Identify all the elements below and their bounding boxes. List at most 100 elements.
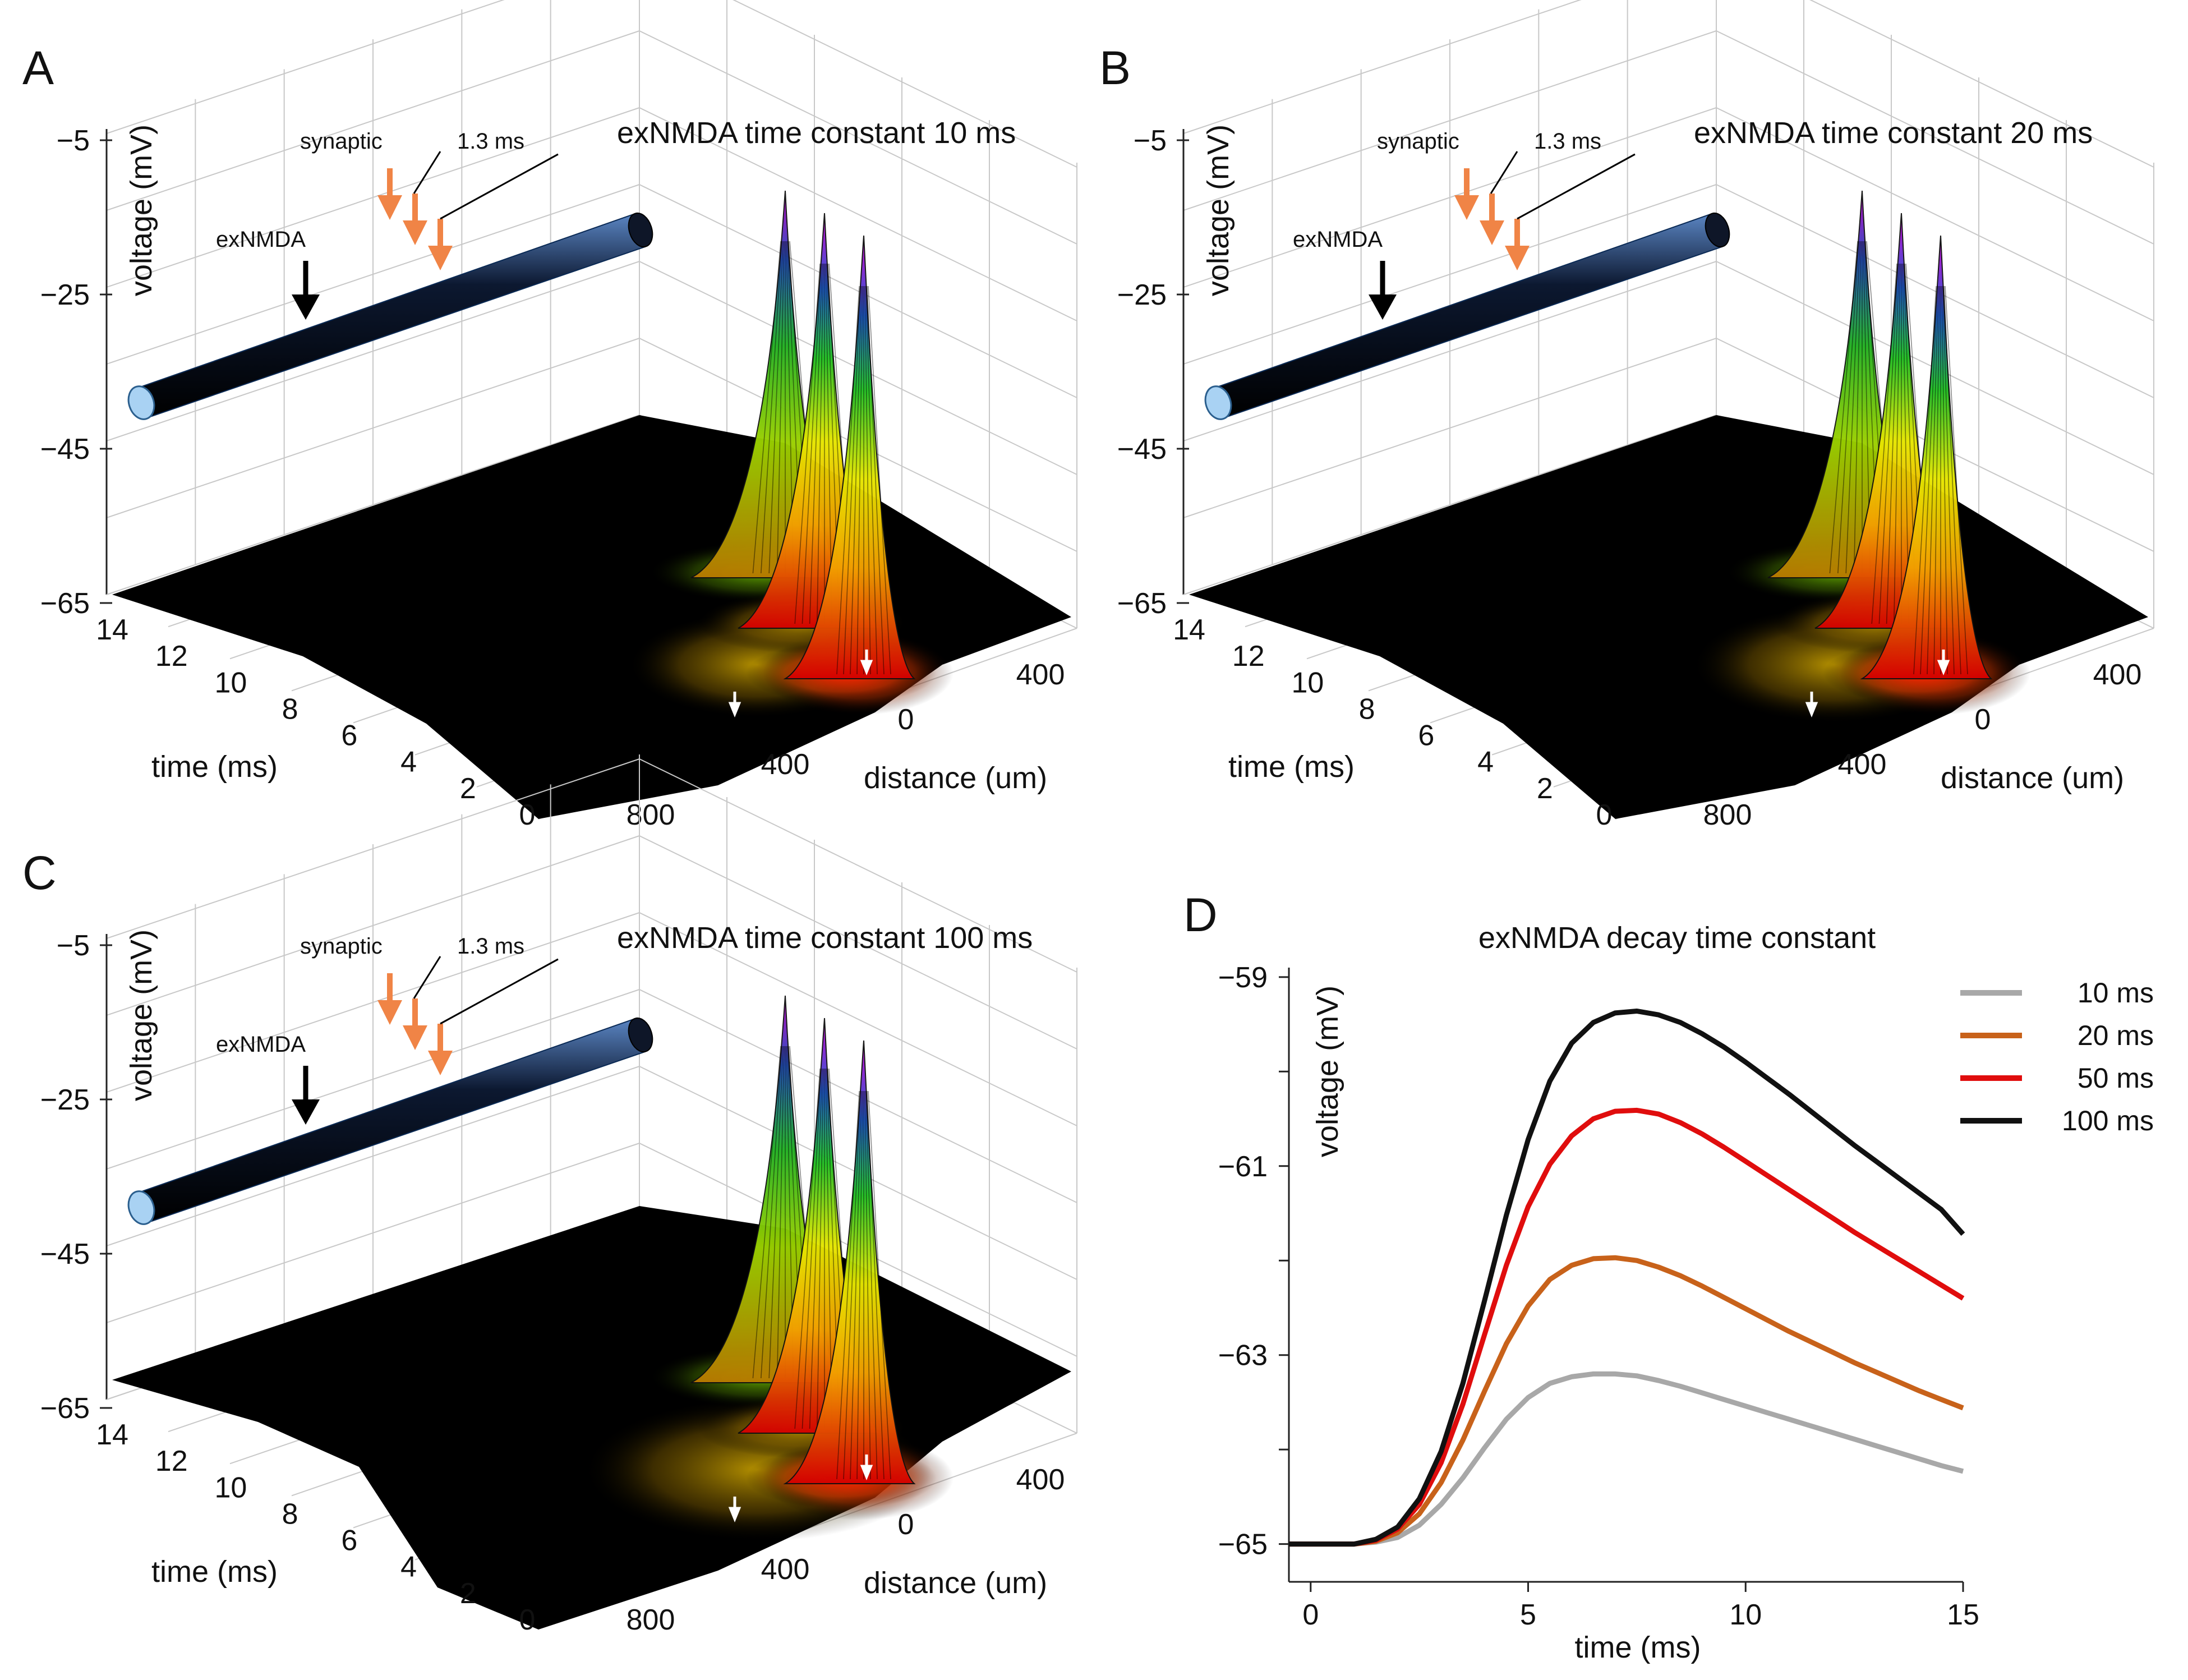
synaptic-label: synaptic — [1377, 129, 1459, 154]
distance-tick: 800 — [1703, 799, 1752, 831]
distance-tick: 0 — [1975, 703, 1991, 736]
voltage-tick: −5 — [1134, 125, 1167, 157]
voltage-axis-label: voltage (mV) — [125, 929, 158, 1101]
chart-d-ylabel: voltage (mV) — [1311, 986, 1344, 1157]
time-tick: 6 — [341, 1525, 357, 1557]
distance-tick: 0 — [898, 703, 914, 736]
distance-axis-label: distance (um) — [864, 1566, 1047, 1600]
back-wall-left — [106, 754, 640, 1400]
cylinder-end-cap — [127, 1190, 155, 1225]
distance-tick: 400 — [1016, 659, 1065, 691]
voltage-tick: −5 — [57, 125, 90, 157]
time-tick: 14 — [96, 1419, 128, 1451]
time-tick: 14 — [96, 614, 128, 646]
time-tick: 6 — [341, 720, 357, 752]
voltage-tick: −65 — [40, 1392, 90, 1425]
time-tick: 10 — [215, 666, 247, 699]
voltage-tick: −65 — [40, 587, 90, 620]
chart-d-title: exNMDA decay time constant — [1478, 921, 1876, 955]
time-tick: 2 — [1537, 772, 1553, 805]
distance-tick: 400 — [1838, 748, 1887, 781]
exnmda-label: exNMDA — [216, 227, 306, 252]
chart-d-axes: 0 5 10 15 −59 −61 −63 −65 — [1218, 961, 1979, 1631]
delay-label: 1.3 ms — [457, 934, 524, 959]
time-axis-label: time (ms) — [151, 1555, 278, 1589]
voltage-axis-label: voltage (mV) — [125, 125, 158, 296]
delay-label: 1.3 ms — [457, 129, 524, 154]
distance-tick: 0 — [898, 1508, 914, 1541]
chart-d-xlabel: time (ms) — [1575, 1631, 1701, 1664]
legend-label: 10 ms — [2078, 977, 2154, 1009]
voltage-axis-label: voltage (mV) — [1201, 125, 1235, 296]
distance-tick: 400 — [761, 748, 810, 781]
time-tick: 0 — [519, 1604, 536, 1636]
time-tick: 8 — [282, 1498, 298, 1530]
time-tick: 14 — [1173, 614, 1205, 646]
distance-tick: 400 — [1016, 1463, 1065, 1496]
x-tick-label: 5 — [1520, 1599, 1536, 1631]
x-tick-label: 0 — [1302, 1599, 1319, 1631]
distance-axis-label: distance (um) — [1941, 761, 2124, 795]
dendrite-cylinder — [1204, 212, 1730, 420]
legend-label: 50 ms — [2078, 1062, 2154, 1094]
time-tick: 0 — [1596, 799, 1613, 831]
series-line-100-ms — [1289, 1009, 1965, 1547]
synaptic-label: synaptic — [300, 934, 383, 959]
cylinder-end-cap — [127, 385, 155, 420]
distance-tick: 400 — [761, 1553, 810, 1586]
time-axis-label: time (ms) — [1228, 750, 1355, 784]
voltage-tick: −65 — [1117, 587, 1167, 620]
series-line-50-ms — [1289, 1107, 1965, 1547]
time-tick: 12 — [1232, 640, 1265, 673]
time-tick: 6 — [1418, 720, 1434, 752]
legend-label: 100 ms — [2062, 1105, 2154, 1136]
panel-letter: B — [1099, 42, 1131, 94]
distance-axis-label: distance (um) — [864, 761, 1047, 795]
delay-label: 1.3 ms — [1534, 129, 1601, 154]
time-tick: 10 — [1292, 666, 1324, 699]
series-line-20-ms — [1289, 1255, 1964, 1547]
voltage-peak-3 — [783, 235, 916, 679]
distance-tick: 800 — [627, 799, 675, 831]
x-tick-label: 10 — [1729, 1599, 1762, 1631]
time-tick: 10 — [215, 1471, 247, 1504]
voltage-tick: −25 — [40, 1084, 90, 1116]
panel-title: exNMDA time constant 20 ms — [1694, 116, 2093, 150]
time-axis-label: time (ms) — [151, 750, 278, 784]
time-tick: 2 — [460, 772, 476, 805]
voltage-peak-3 — [783, 1040, 916, 1484]
time-tick: 0 — [519, 799, 536, 831]
back-wall-left — [106, 0, 640, 595]
voltage-tick: −45 — [40, 433, 90, 466]
dendrite-cylinder — [127, 212, 653, 420]
voltage-tick: −25 — [40, 279, 90, 311]
synaptic-label: synaptic — [300, 129, 383, 154]
exnmda-label: exNMDA — [216, 1032, 306, 1057]
voltage-peak-3 — [1860, 235, 1993, 679]
time-tick: 2 — [460, 1577, 476, 1610]
y-tick-label: −63 — [1218, 1340, 1268, 1372]
cylinder-end-cap — [1204, 385, 1232, 420]
time-tick: 12 — [155, 1445, 188, 1478]
y-tick-label: −65 — [1218, 1529, 1268, 1561]
voltage-tick: −25 — [1117, 279, 1167, 311]
y-tick-label: −59 — [1218, 961, 1268, 994]
time-tick: 12 — [155, 640, 188, 673]
panel-title: exNMDA time constant 10 ms — [617, 116, 1016, 150]
voltage-tick: −45 — [1117, 433, 1167, 466]
distance-tick: 800 — [627, 1604, 675, 1636]
panel-letter-d: D — [1183, 889, 1218, 941]
panel-d: D exNMDA decay time constant 0 5 10 15 −59 −6… — [1183, 889, 2154, 1664]
chart-d-series — [1289, 1009, 1965, 1547]
panel-letter: C — [22, 846, 57, 899]
voltage-tick: −45 — [40, 1238, 90, 1271]
panel-letter: A — [22, 42, 54, 94]
time-tick: 4 — [400, 746, 417, 779]
time-tick: 4 — [1477, 746, 1494, 779]
panel-title: exNMDA time constant 100 ms — [617, 921, 1033, 955]
time-tick: 8 — [1359, 693, 1375, 725]
